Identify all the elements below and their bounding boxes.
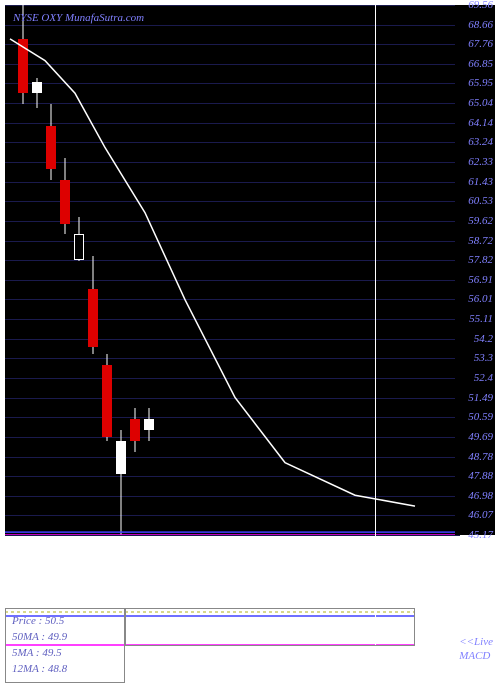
info-row: 50MA : 49.9 (12, 629, 118, 645)
grid-line (5, 44, 460, 45)
candle-body (116, 441, 126, 474)
price-label: 66.85 (468, 58, 493, 70)
grid-line (5, 64, 460, 65)
price-label: 65.95 (468, 77, 493, 89)
stock-chart-container: NYSE OXY MunafaSutra.com 69.56 68.66 67.76… (0, 0, 500, 700)
price-label: 49.69 (468, 431, 493, 443)
info-row: 5MA : 49.5 (12, 645, 118, 661)
grid-line (5, 142, 460, 143)
grid-line (5, 339, 460, 340)
grid-line (5, 182, 460, 183)
price-label: 56.91 (468, 274, 493, 286)
grid-line (5, 123, 460, 124)
chart-title: NYSE OXY MunafaSutra.com (13, 12, 144, 24)
price-label: 54.2 (474, 333, 493, 345)
price-label: 47.88 (468, 470, 493, 482)
price-label: 69.56 (468, 0, 493, 11)
candle-body (88, 289, 98, 348)
price-label: 56.01 (468, 293, 493, 305)
price-label: 52.4 (474, 372, 493, 384)
grid-line (5, 25, 460, 26)
price-y-axis: 69.5668.6667.7666.8565.9565.0464.1463.24… (455, 5, 495, 535)
price-label: 68.66 (468, 19, 493, 31)
price-label: 50.59 (468, 411, 493, 423)
info-row: Price : 50.5 (12, 613, 118, 629)
grid-line (5, 496, 460, 497)
grid-line (5, 83, 460, 84)
price-label: 46.07 (468, 509, 493, 521)
candle-body (32, 82, 42, 93)
grid-line (5, 319, 460, 320)
candle-body (46, 126, 56, 169)
price-label: 60.53 (468, 195, 493, 207)
grid-line (5, 457, 460, 458)
price-label: 67.76 (468, 38, 493, 50)
price-label: 58.72 (468, 235, 493, 247)
grid-line (5, 476, 460, 477)
price-label: 51.49 (468, 392, 493, 404)
grid-line (5, 221, 460, 222)
grid-line (5, 299, 460, 300)
price-label: 64.14 (468, 117, 493, 129)
grid-line (5, 280, 460, 281)
price-label: 55.11 (469, 313, 493, 325)
grid-line (5, 162, 460, 163)
price-label: 65.04 (468, 97, 493, 109)
candle-body (144, 419, 154, 430)
price-label: 53.3 (474, 352, 493, 364)
info-row: 12MA : 48.8 (12, 661, 118, 677)
grid-line (5, 417, 460, 418)
grid-line (5, 103, 460, 104)
grid-line (5, 5, 460, 6)
moving-average-line (5, 5, 460, 535)
price-label: 59.62 (468, 215, 493, 227)
grid-line (5, 398, 460, 399)
price-label: 48.78 (468, 451, 493, 463)
candle-body (74, 234, 84, 260)
grid-line (5, 358, 460, 359)
grid-line (5, 201, 460, 202)
grid-line (5, 260, 460, 261)
price-chart-area[interactable]: NYSE OXY MunafaSutra.com (5, 5, 460, 535)
price-label: 57.82 (468, 254, 493, 266)
candle-body (60, 180, 70, 223)
macd-label: <<Live MACD (459, 635, 493, 663)
grid-line (5, 437, 460, 438)
macd-box (125, 608, 415, 646)
indicator-area: Price : 50.550MA : 49.95MA : 49.512MA : … (5, 540, 495, 695)
price-info-box: Price : 50.550MA : 49.95MA : 49.512MA : … (5, 608, 125, 683)
price-label: 62.33 (468, 156, 493, 168)
candle-body (18, 39, 28, 93)
grid-line (5, 378, 460, 379)
price-label: 46.98 (468, 490, 493, 502)
price-label: 61.43 (468, 176, 493, 188)
candle-body (102, 365, 112, 437)
price-label: 63.24 (468, 136, 493, 148)
grid-line (5, 515, 460, 516)
vertical-divider (375, 5, 376, 695)
candle-body (130, 419, 140, 441)
grid-line (5, 535, 460, 536)
